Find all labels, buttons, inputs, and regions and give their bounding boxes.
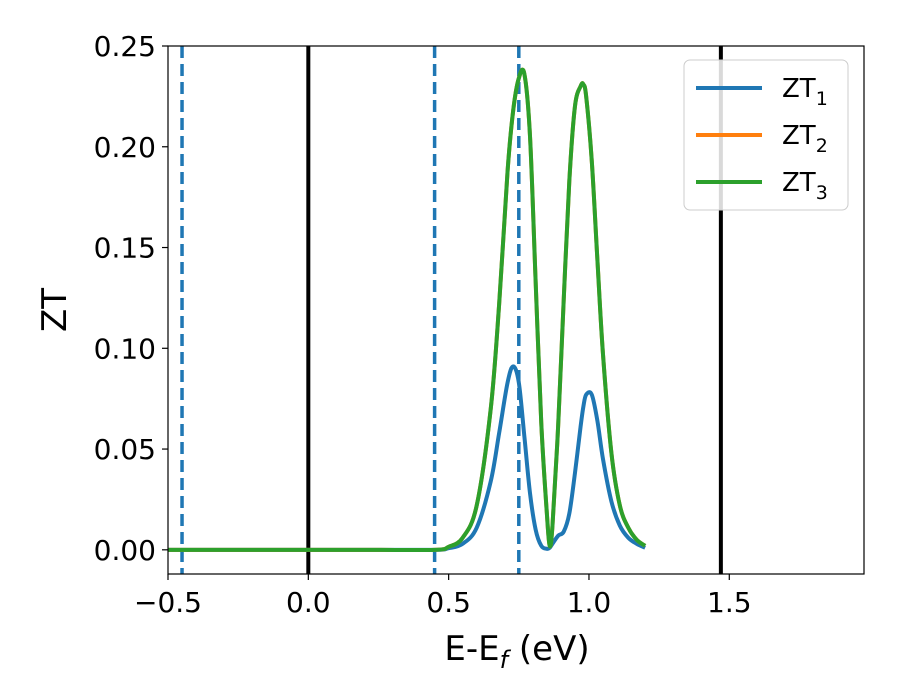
vertical-reference-lines (180, 46, 723, 574)
y-tick-label: 0.05 (94, 433, 156, 466)
x-tick-label: 0.0 (286, 586, 331, 619)
legend-label-2: ZT2 (782, 121, 828, 157)
series-line-1 (168, 364, 646, 552)
series-lines (168, 67, 647, 553)
y-tick-label: 0.10 (94, 332, 156, 365)
x-axis-title-unit: (eV) (508, 629, 590, 669)
x-axis-title: E-Ef (eV) (444, 629, 589, 674)
x-tick-label: 1.5 (707, 586, 752, 619)
y-axis-ticks: 0.00 0.05 0.10 0.15 0.20 0.25 (94, 30, 168, 567)
y-tick-label: 0.20 (94, 131, 156, 164)
y-tick-label: 0.00 (94, 534, 156, 567)
y-axis-title: ZT (35, 288, 75, 332)
x-tick-label: −0.5 (134, 586, 202, 619)
x-tick-label: 1.0 (567, 586, 612, 619)
legend-label-3: ZT3 (782, 168, 828, 204)
series-line-3 (168, 67, 647, 553)
x-axis-title-main: E-E (444, 629, 499, 669)
y-tick-label: 0.25 (94, 30, 156, 63)
y-tick-label: 0.15 (94, 232, 156, 265)
legend: ZT1 ZT2 ZT3 (683, 59, 849, 211)
x-axis-ticks: −0.5 0.0 0.5 1.0 1.5 (134, 574, 752, 619)
legend-label-1: ZT1 (782, 74, 828, 110)
x-tick-label: 0.5 (426, 586, 471, 619)
legend-box (683, 59, 849, 211)
plot-frame (167, 45, 865, 575)
